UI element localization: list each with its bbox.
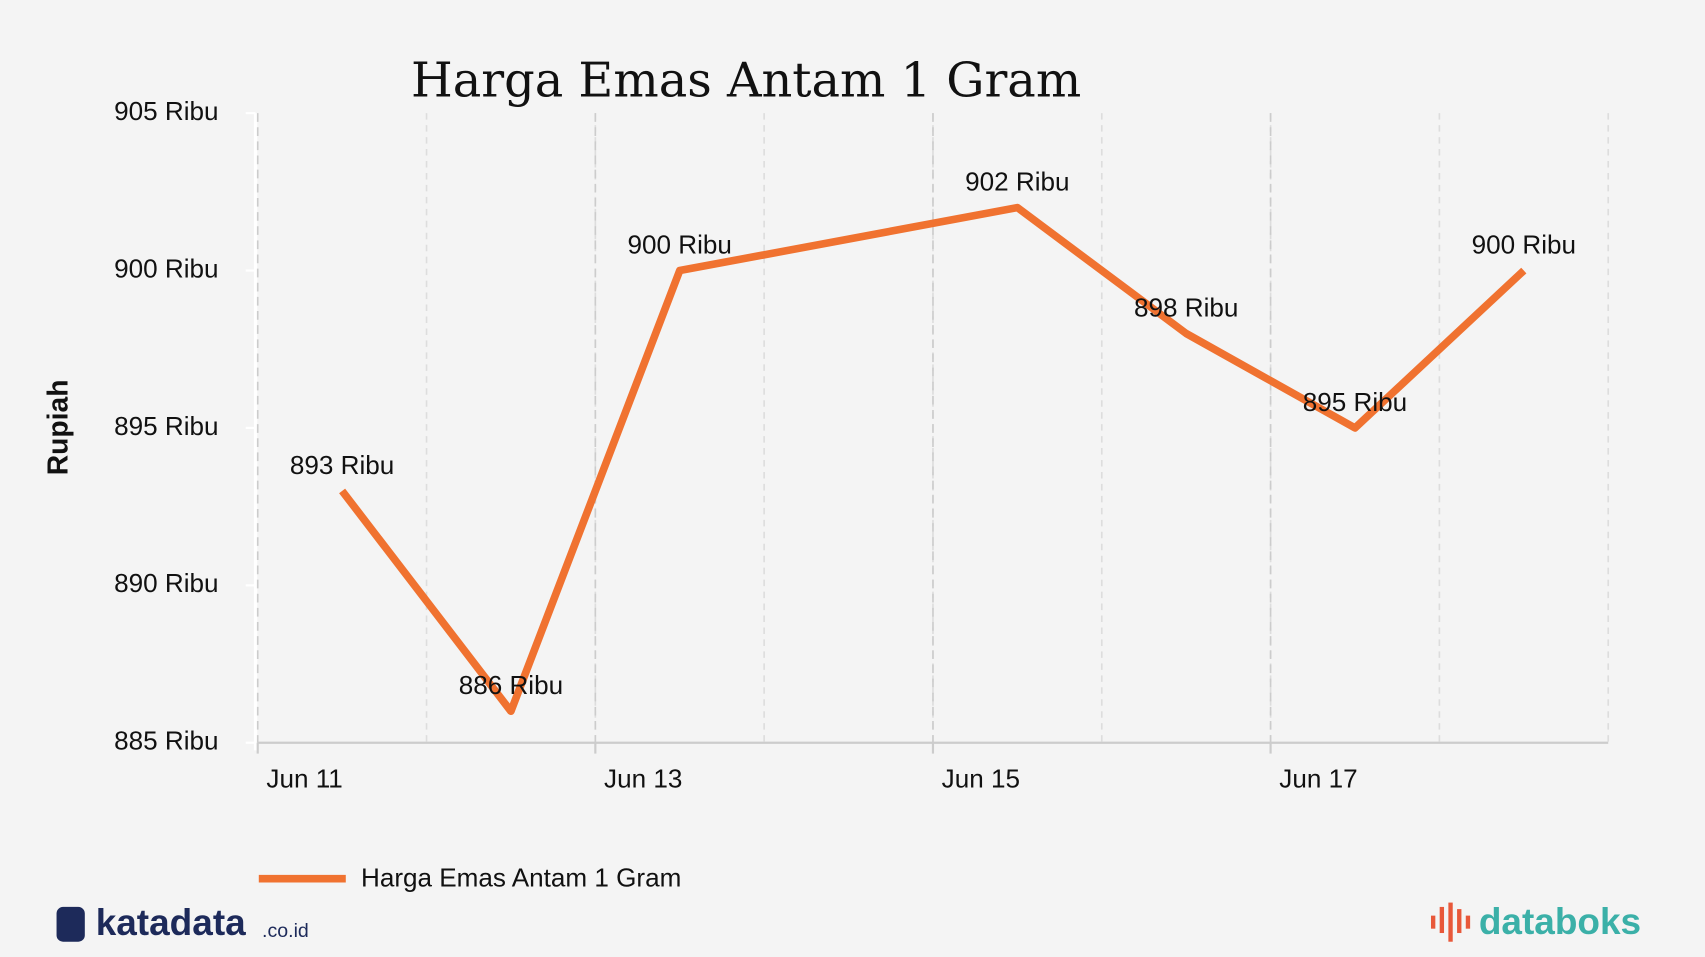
y-tick-label: 900 Ribu — [114, 253, 218, 283]
data-label: 898 Ribu — [1134, 292, 1238, 322]
data-label: 893 Ribu — [290, 450, 394, 480]
brand-right: databoks — [1479, 901, 1641, 942]
chart-title: Harga Emas Antam 1 Gram — [411, 53, 1081, 108]
x-tick-label: Jun 17 — [1279, 764, 1357, 794]
data-label: 900 Ribu — [1472, 230, 1576, 260]
y-tick-label: 905 Ribu — [114, 96, 218, 126]
x-tick-label: Jun 11 — [266, 764, 342, 794]
line — [339, 203, 1527, 716]
y-tick-label: 890 Ribu — [114, 568, 218, 598]
y-tick-label: 885 Ribu — [114, 726, 218, 756]
y-axis-label: Rupiah — [41, 379, 73, 475]
data-label: 886 Ribu — [459, 670, 563, 700]
x-tick-label: Jun 13 — [604, 764, 682, 794]
databoks-icon — [1430, 902, 1471, 942]
y-tick-label: 895 Ribu — [114, 411, 218, 441]
data-label: 895 Ribu — [1303, 387, 1407, 417]
data-label: 900 Ribu — [628, 230, 732, 260]
x-tick-label: Jun 15 — [942, 764, 1020, 794]
legend-label: Harga Emas Antam 1 Gram — [361, 863, 681, 893]
katadata-icon — [56, 906, 85, 942]
data-label: 902 Ribu — [965, 167, 1069, 197]
brand-left-suffix: .co.id — [262, 920, 309, 942]
brand-left: katadata — [96, 902, 246, 943]
